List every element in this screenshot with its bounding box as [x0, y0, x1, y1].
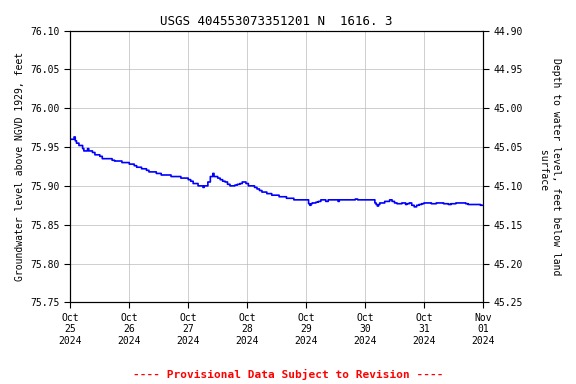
- Y-axis label: Groundwater level above NGVD 1929, feet: Groundwater level above NGVD 1929, feet: [15, 52, 25, 281]
- Title: USGS 404553073351201 N  1616. 3: USGS 404553073351201 N 1616. 3: [160, 15, 393, 28]
- Text: ---- Provisional Data Subject to Revision ----: ---- Provisional Data Subject to Revisio…: [132, 369, 444, 380]
- Y-axis label: Depth to water level, feet below land
 surface: Depth to water level, feet below land su…: [539, 58, 561, 275]
